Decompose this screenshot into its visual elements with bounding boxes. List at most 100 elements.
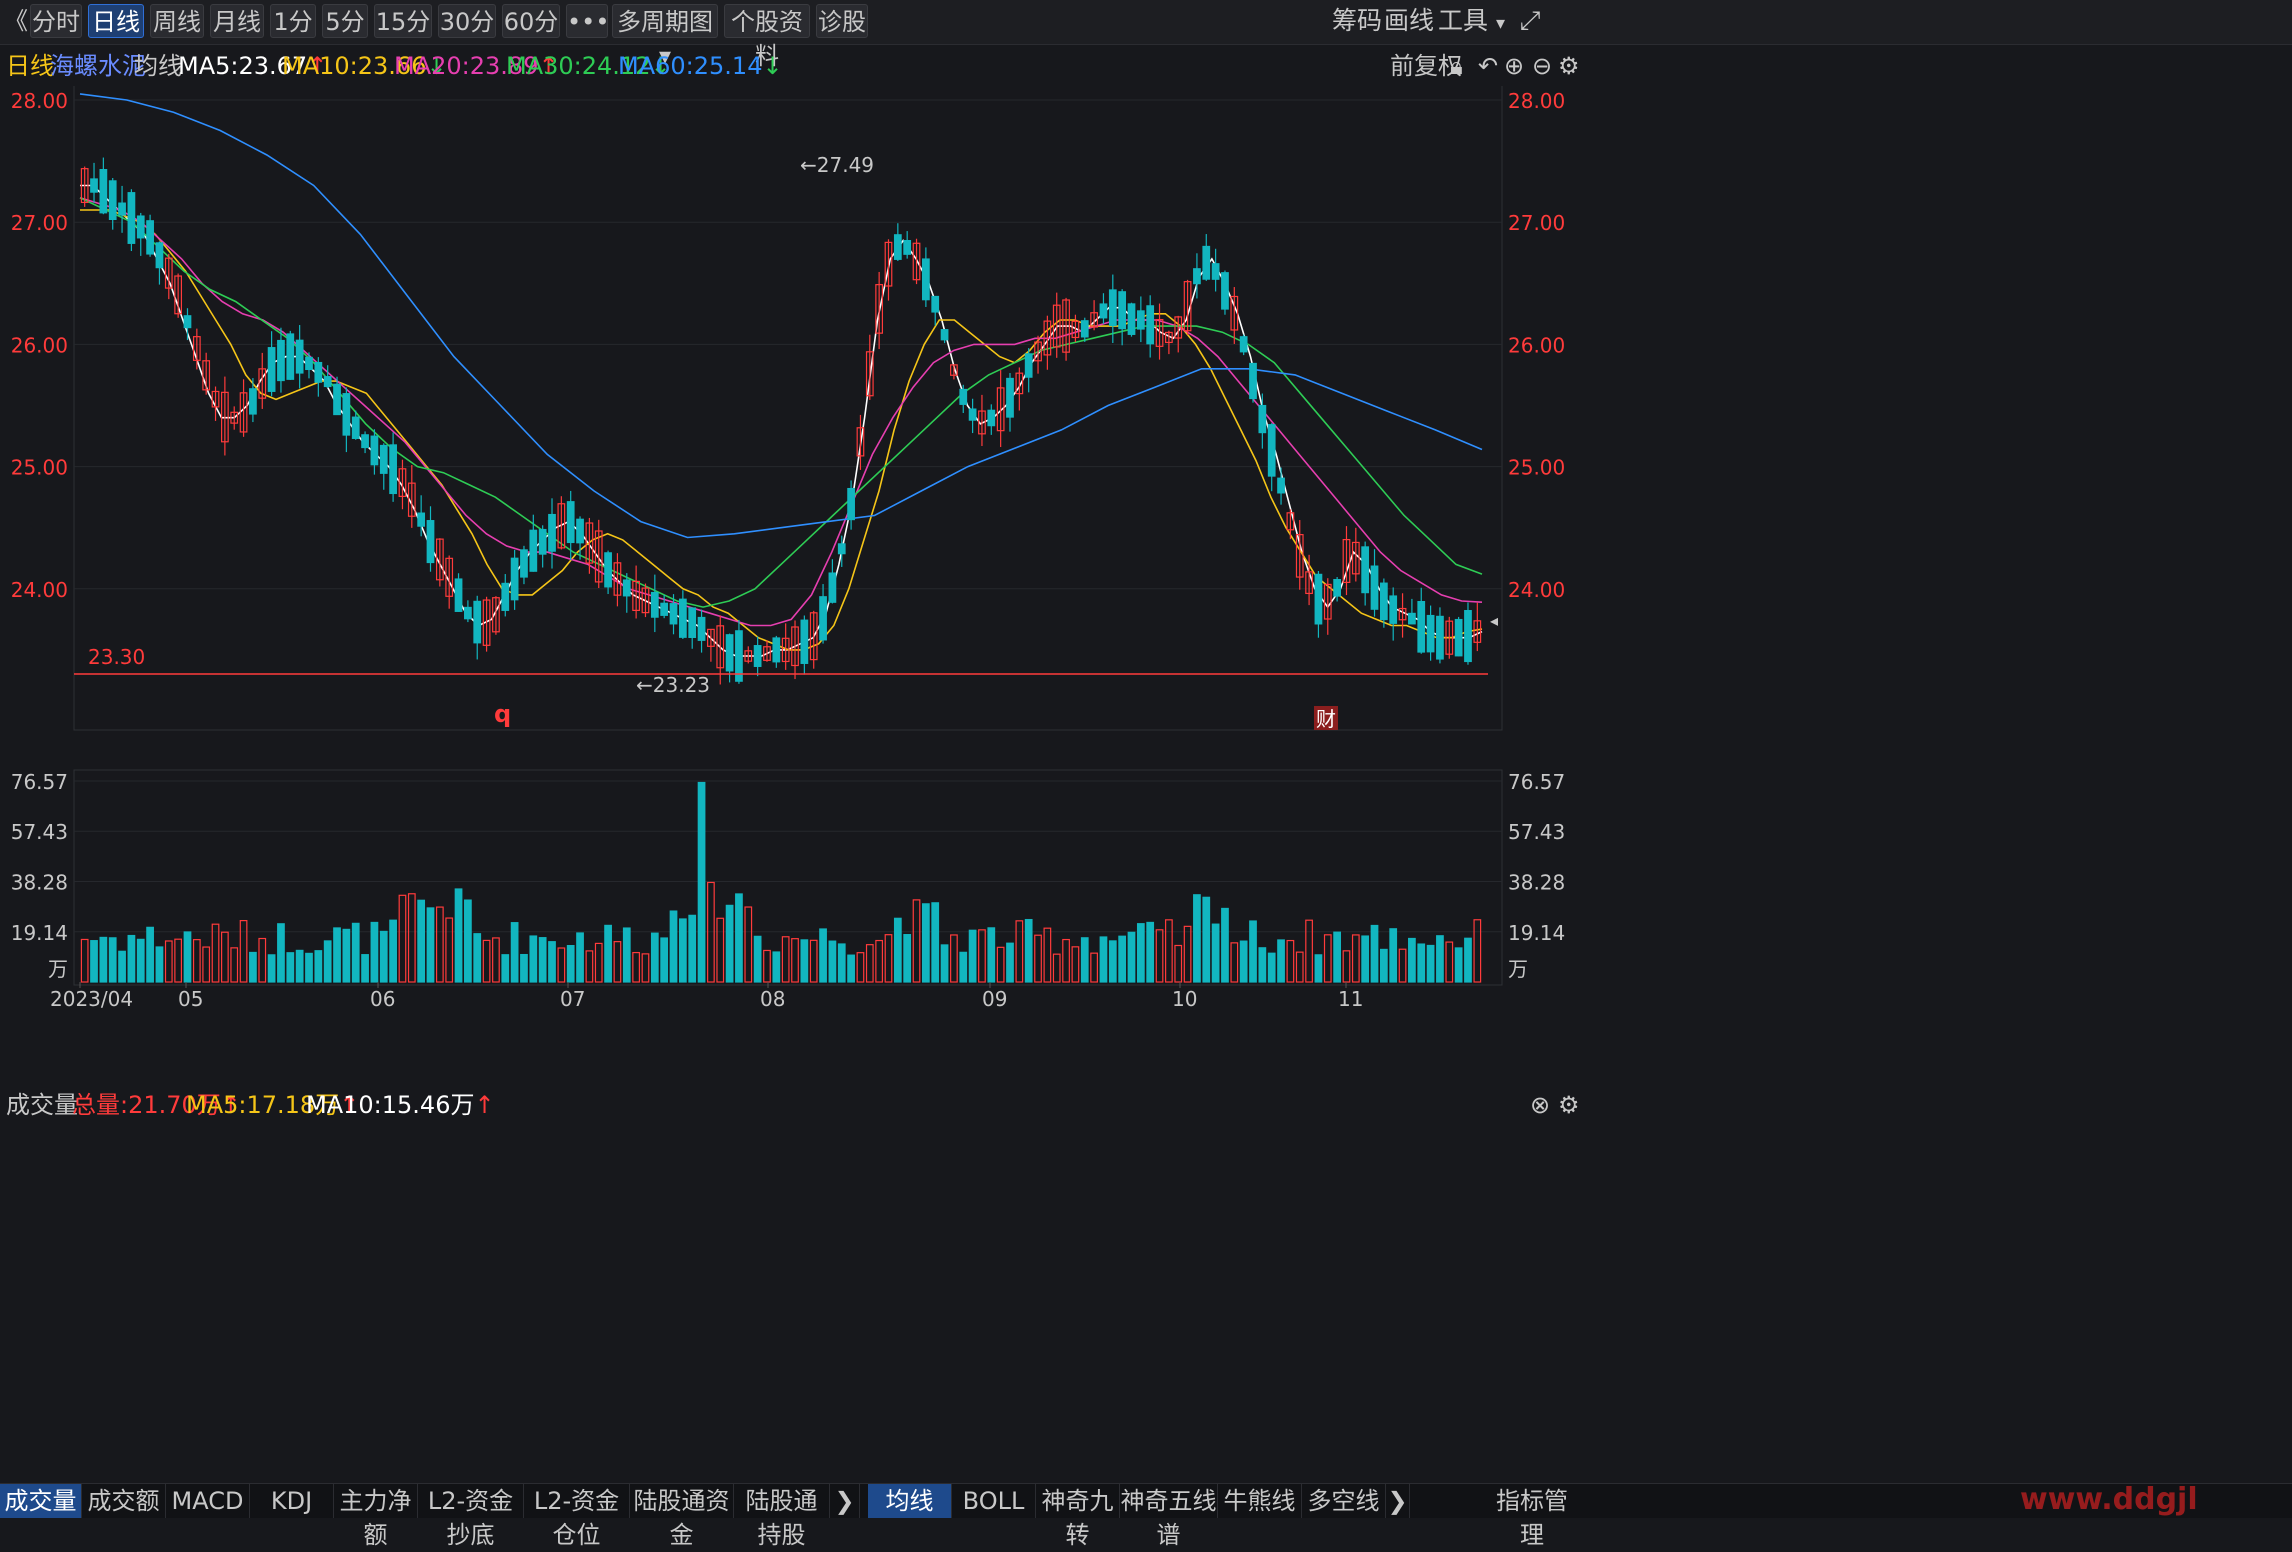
candle-body	[1239, 336, 1248, 353]
ma10-line	[80, 209, 1483, 651]
period-tab-1min[interactable]: 1分	[270, 4, 316, 38]
stock-info-button[interactable]: 个股资料	[724, 4, 810, 70]
diagnose-button[interactable]: 诊股	[816, 4, 868, 38]
ma-label[interactable]: 均线	[134, 52, 182, 80]
settings-icon[interactable]: ⚙	[1558, 1091, 1580, 1119]
period-tab-5min[interactable]: 5分	[322, 4, 368, 38]
volume-tick-left: 19.14	[11, 921, 68, 945]
period-tab-zhouxian[interactable]: 周线	[150, 4, 204, 38]
tab-main-net[interactable]: 主力净额	[334, 1484, 418, 1549]
volume-bar	[1146, 921, 1155, 983]
tab-magic-five[interactable]: 神奇五线谱	[1120, 1484, 1218, 1549]
date-label: 11	[1338, 987, 1363, 1011]
tab-l2-position[interactable]: L2-资金仓位	[524, 1484, 630, 1549]
period-tab-yuexian[interactable]: 月线	[210, 4, 264, 38]
candle-body	[127, 192, 136, 244]
draw-button[interactable]: 画线	[1384, 6, 1435, 35]
volume-bar	[1389, 928, 1398, 983]
volume-bar	[884, 934, 893, 983]
period-tab-rixian[interactable]: 日线	[88, 4, 144, 38]
ma20-line	[79, 197, 1483, 627]
volume-bar	[1351, 934, 1360, 983]
multi-period-button[interactable]: 多周期图 ▾	[612, 4, 718, 70]
period-tab-30min[interactable]: 30分	[438, 4, 496, 38]
period-tab-60min[interactable]: 60分	[502, 4, 560, 38]
stock-name[interactable]: 海螺水泥	[50, 52, 146, 80]
volume-bar	[959, 951, 968, 983]
indicator-manage-button[interactable]: 指标管理	[1496, 1487, 1568, 1549]
date-label: 06	[370, 987, 395, 1011]
tab-macd[interactable]: MACD	[166, 1484, 250, 1518]
tab-turnover[interactable]: 成交额	[82, 1484, 166, 1518]
candle-body	[622, 579, 631, 597]
candle-body	[1277, 477, 1285, 494]
candle-body	[1473, 620, 1482, 643]
volume-bar	[744, 906, 753, 983]
tab-scroll-right-icon[interactable]: ❯	[1386, 1484, 1410, 1518]
candle-body	[744, 650, 753, 662]
period-tab-fenshi[interactable]: 分时	[30, 4, 82, 38]
tab-northbound-fund[interactable]: 陆股通资金	[630, 1484, 734, 1549]
fullscreen-icon[interactable]: ⤢	[1519, 6, 1541, 36]
candle-body	[1436, 615, 1444, 660]
arrow-up-icon: ↑	[474, 1091, 495, 1119]
volume-bar	[716, 917, 725, 983]
volume-bar	[211, 923, 220, 983]
zoom-in-icon[interactable]: ⊕	[1504, 52, 1525, 80]
candle-body	[828, 572, 837, 603]
candle-body	[950, 364, 958, 376]
tab-volume[interactable]: 成交量	[0, 1484, 82, 1518]
candle-body	[800, 619, 809, 664]
arrow-up-icon: ↑	[307, 52, 328, 80]
volume-tick-left: 57.43	[11, 820, 68, 844]
candle-body	[763, 646, 771, 661]
volume-bar	[903, 934, 912, 983]
volume-bar	[1361, 935, 1370, 983]
event-marker-q[interactable]: q	[494, 700, 511, 728]
settings-icon[interactable]: ⚙	[1558, 52, 1580, 80]
volume-bar	[370, 921, 379, 983]
chips-button[interactable]: 筹码	[1332, 6, 1383, 35]
volume-bar	[249, 951, 257, 983]
kline-chart[interactable]: 28.00 28.00 27.00 27.00 26.00 26.00 25.00 25.00…	[0, 86, 2292, 1483]
finance-marker-bg[interactable]	[1314, 706, 1338, 730]
tab-bull-bear[interactable]: 牛熊线	[1218, 1484, 1302, 1518]
date-label: 10	[1172, 987, 1197, 1011]
tab-kdj[interactable]: KDJ	[250, 1484, 334, 1518]
chart-type-label: 日线	[6, 52, 54, 80]
finance-marker[interactable]: 财	[1316, 707, 1336, 731]
volume-bar	[202, 946, 211, 983]
volume-title[interactable]: 成交量	[6, 1091, 78, 1119]
candle-body	[1127, 303, 1136, 335]
tab-scroll-right-icon[interactable]: ❯	[830, 1484, 860, 1518]
volume-bar	[707, 881, 715, 983]
close-panel-icon[interactable]: ⊗	[1530, 1091, 1551, 1119]
candle-body	[912, 242, 921, 281]
candle-body	[922, 258, 930, 301]
volume-bar	[305, 952, 313, 983]
tab-magic-nine[interactable]: 神奇九转	[1036, 1484, 1120, 1549]
undo-icon[interactable]: ↶	[1478, 52, 1499, 80]
volume-bar	[529, 935, 538, 983]
zoom-out-icon[interactable]: ⊖	[1532, 52, 1553, 80]
back-icon[interactable]: 《	[4, 7, 28, 35]
volume-bar	[650, 932, 659, 983]
restore-mode[interactable]: 前复权	[1390, 52, 1462, 80]
tools-button[interactable]: 工具 ▾	[1438, 4, 1505, 38]
tab-northbound-hold[interactable]: 陆股通持股	[734, 1484, 830, 1549]
volume-tick-right: 19.14	[1508, 921, 1565, 945]
volume-bar	[323, 940, 332, 983]
volume-bar	[632, 951, 640, 983]
axis-labels: 28.00 28.00 27.00 27.00 26.00 26.00 25.00 25.00…	[11, 89, 1566, 1011]
tab-long-short[interactable]: 多空线	[1302, 1484, 1386, 1518]
candle-body	[1193, 268, 1201, 285]
more-periods-button[interactable]: •••	[566, 4, 609, 38]
tab-l2-bottom[interactable]: L2-资金抄底	[418, 1484, 524, 1549]
tab-boll[interactable]: BOLL	[952, 1484, 1036, 1518]
tab-ma[interactable]: 均线	[868, 1484, 952, 1518]
volume-bar	[968, 929, 977, 983]
period-tab-15min[interactable]: 15分	[374, 4, 432, 38]
candle-body	[1165, 331, 1173, 344]
volume-bar	[548, 941, 556, 983]
lock-icon[interactable]: 🔒︎	[1450, 52, 1463, 80]
